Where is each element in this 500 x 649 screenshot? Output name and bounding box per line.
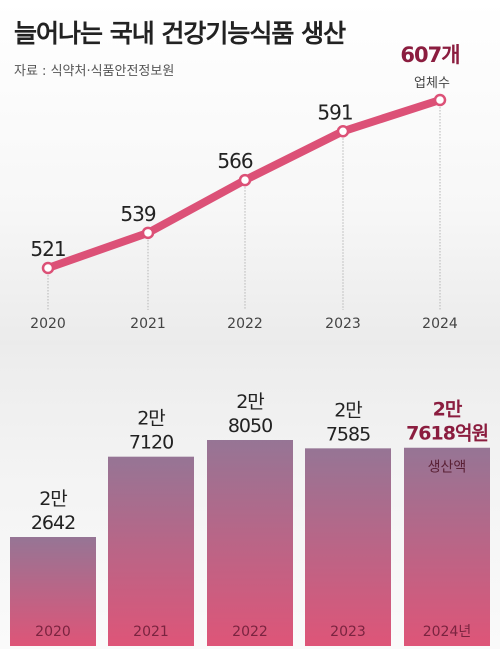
line-chart-background — [0, 0, 500, 345]
point-label: 539 — [120, 202, 155, 226]
bar-value-label: 7618억원 — [406, 423, 488, 445]
bar-unit-label: 생산액 — [428, 460, 467, 476]
bar-chart: 2만264220202만712020212만805020222만75852023… — [10, 391, 490, 646]
bar — [108, 456, 194, 646]
bar-category-label: 2024년 — [423, 624, 472, 640]
point-label: 607개 — [400, 43, 459, 67]
bar — [305, 448, 391, 646]
bar — [404, 447, 490, 646]
point-label: 521 — [30, 237, 65, 261]
bar-value-label: 2만 — [334, 399, 362, 421]
x-tick-label: 2021 — [130, 316, 166, 332]
x-tick-label: 2024 — [422, 316, 458, 332]
bar-value-label: 7585 — [326, 423, 370, 445]
bar-value-label: 2만 — [137, 408, 165, 430]
x-tick-label: 2022 — [227, 316, 263, 332]
data-point — [336, 125, 350, 138]
point-label: 591 — [317, 100, 352, 124]
point-label: 566 — [217, 149, 252, 173]
bar-category-label: 2021 — [133, 624, 169, 640]
line-unit-label: 업체수 — [414, 76, 450, 91]
bar-value-label: 2만 — [236, 391, 264, 413]
bar-value-label: 8050 — [228, 415, 272, 437]
bar-category-label: 2020 — [35, 624, 71, 640]
bar-value-label: 2642 — [31, 512, 75, 534]
x-tick-label: 2023 — [325, 316, 361, 332]
bar — [207, 440, 293, 646]
x-tick-label: 2020 — [30, 316, 66, 332]
bar-value-label: 2만 — [39, 488, 67, 510]
bar — [10, 537, 96, 646]
data-point — [238, 173, 252, 187]
data-point — [433, 93, 447, 107]
bar-category-label: 2022 — [232, 624, 268, 640]
bar-value-label: 7120 — [129, 432, 173, 454]
bar-value-label: 2만 — [433, 399, 463, 421]
data-point — [41, 261, 55, 275]
chart-source: 자료 : 식약처·식품안전정보원 — [14, 64, 175, 79]
chart-title: 늘어나는 국내 건강기능식품 생산 — [14, 19, 346, 48]
data-point — [141, 226, 155, 240]
bar-category-label: 2023 — [330, 624, 366, 640]
